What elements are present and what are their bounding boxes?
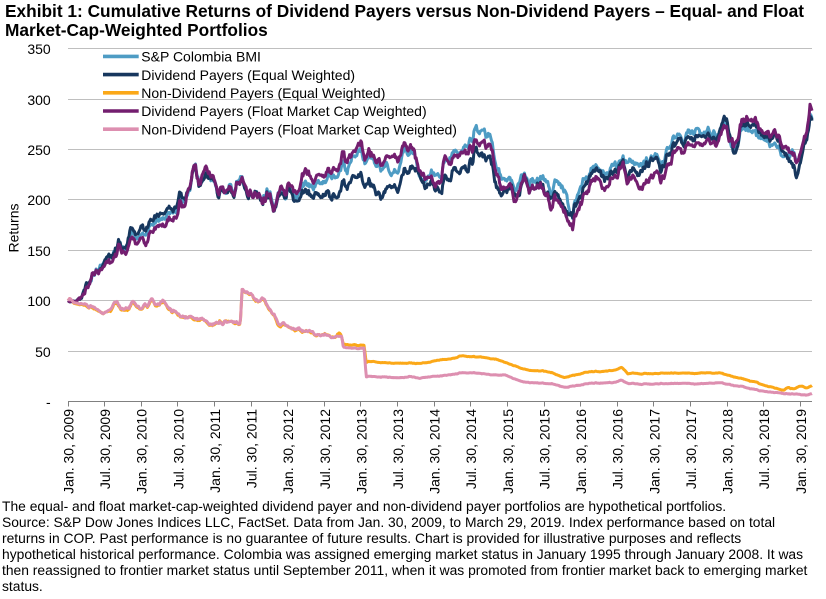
svg-text:Jul. 30, 2016: Jul. 30, 2016 xyxy=(610,409,626,489)
svg-text:100: 100 xyxy=(27,293,51,309)
svg-text:Jan. 30, 2017: Jan. 30, 2017 xyxy=(646,409,662,494)
svg-text:Jul. 30, 2013: Jul. 30, 2013 xyxy=(390,409,406,489)
svg-text:Non-Dividend Payers (Equal Wei: Non-Dividend Payers (Equal Weighted) xyxy=(141,85,385,101)
svg-text:Jul. 30, 2017: Jul. 30, 2017 xyxy=(683,409,699,489)
svg-text:200: 200 xyxy=(27,192,51,208)
svg-text:Non-Dividend Payers (Float Mar: Non-Dividend Payers (Float Market Cap We… xyxy=(141,121,457,137)
svg-text:Jul. 30, 2010: Jul. 30, 2010 xyxy=(170,409,186,489)
svg-text:Jan. 30, 2014: Jan. 30, 2014 xyxy=(427,409,443,494)
svg-text:Jan. 30, 2016: Jan. 30, 2016 xyxy=(573,409,589,494)
svg-text:Returns: Returns xyxy=(6,203,22,252)
svg-text:Jul. 30, 2015: Jul. 30, 2015 xyxy=(537,409,553,489)
svg-text:250: 250 xyxy=(27,142,51,158)
svg-text:Jan. 30, 2010: Jan. 30, 2010 xyxy=(134,409,150,494)
svg-text:Jul. 30, 2012: Jul. 30, 2012 xyxy=(317,409,333,489)
svg-text:Dividend Payers (Float Market: Dividend Payers (Float Market Cap Weight… xyxy=(141,103,426,119)
svg-text:Jul. 30, 2009: Jul. 30, 2009 xyxy=(97,409,113,489)
svg-text:S&P Colombia BMI: S&P Colombia BMI xyxy=(141,49,261,65)
svg-text:Dividend Payers (Equal Weighte: Dividend Payers (Equal Weighted) xyxy=(141,67,355,83)
svg-text:150: 150 xyxy=(27,243,51,259)
svg-text:Jul. 30, 2014: Jul. 30, 2014 xyxy=(463,409,479,489)
svg-text:Jan. 30, 2015: Jan. 30, 2015 xyxy=(500,409,516,494)
svg-text:Jan. 30, 2009: Jan. 30, 2009 xyxy=(60,409,76,494)
svg-text:-: - xyxy=(46,394,51,410)
svg-text:Jul. 30, 2018: Jul. 30, 2018 xyxy=(756,409,772,489)
svg-text:Jul. 30, 2011: Jul. 30, 2011 xyxy=(244,409,260,488)
svg-text:Jan. 30, 2011: Jan. 30, 2011 xyxy=(207,409,223,493)
svg-text:300: 300 xyxy=(27,92,51,108)
svg-text:50: 50 xyxy=(35,344,51,360)
svg-text:Jan. 30, 2012: Jan. 30, 2012 xyxy=(280,409,296,494)
svg-text:Jan. 30, 2018: Jan. 30, 2018 xyxy=(720,409,736,494)
svg-text:Jan. 30, 2019: Jan. 30, 2019 xyxy=(793,409,809,494)
svg-text:Jan. 30, 2013: Jan. 30, 2013 xyxy=(353,409,369,494)
svg-text:350: 350 xyxy=(27,41,51,57)
